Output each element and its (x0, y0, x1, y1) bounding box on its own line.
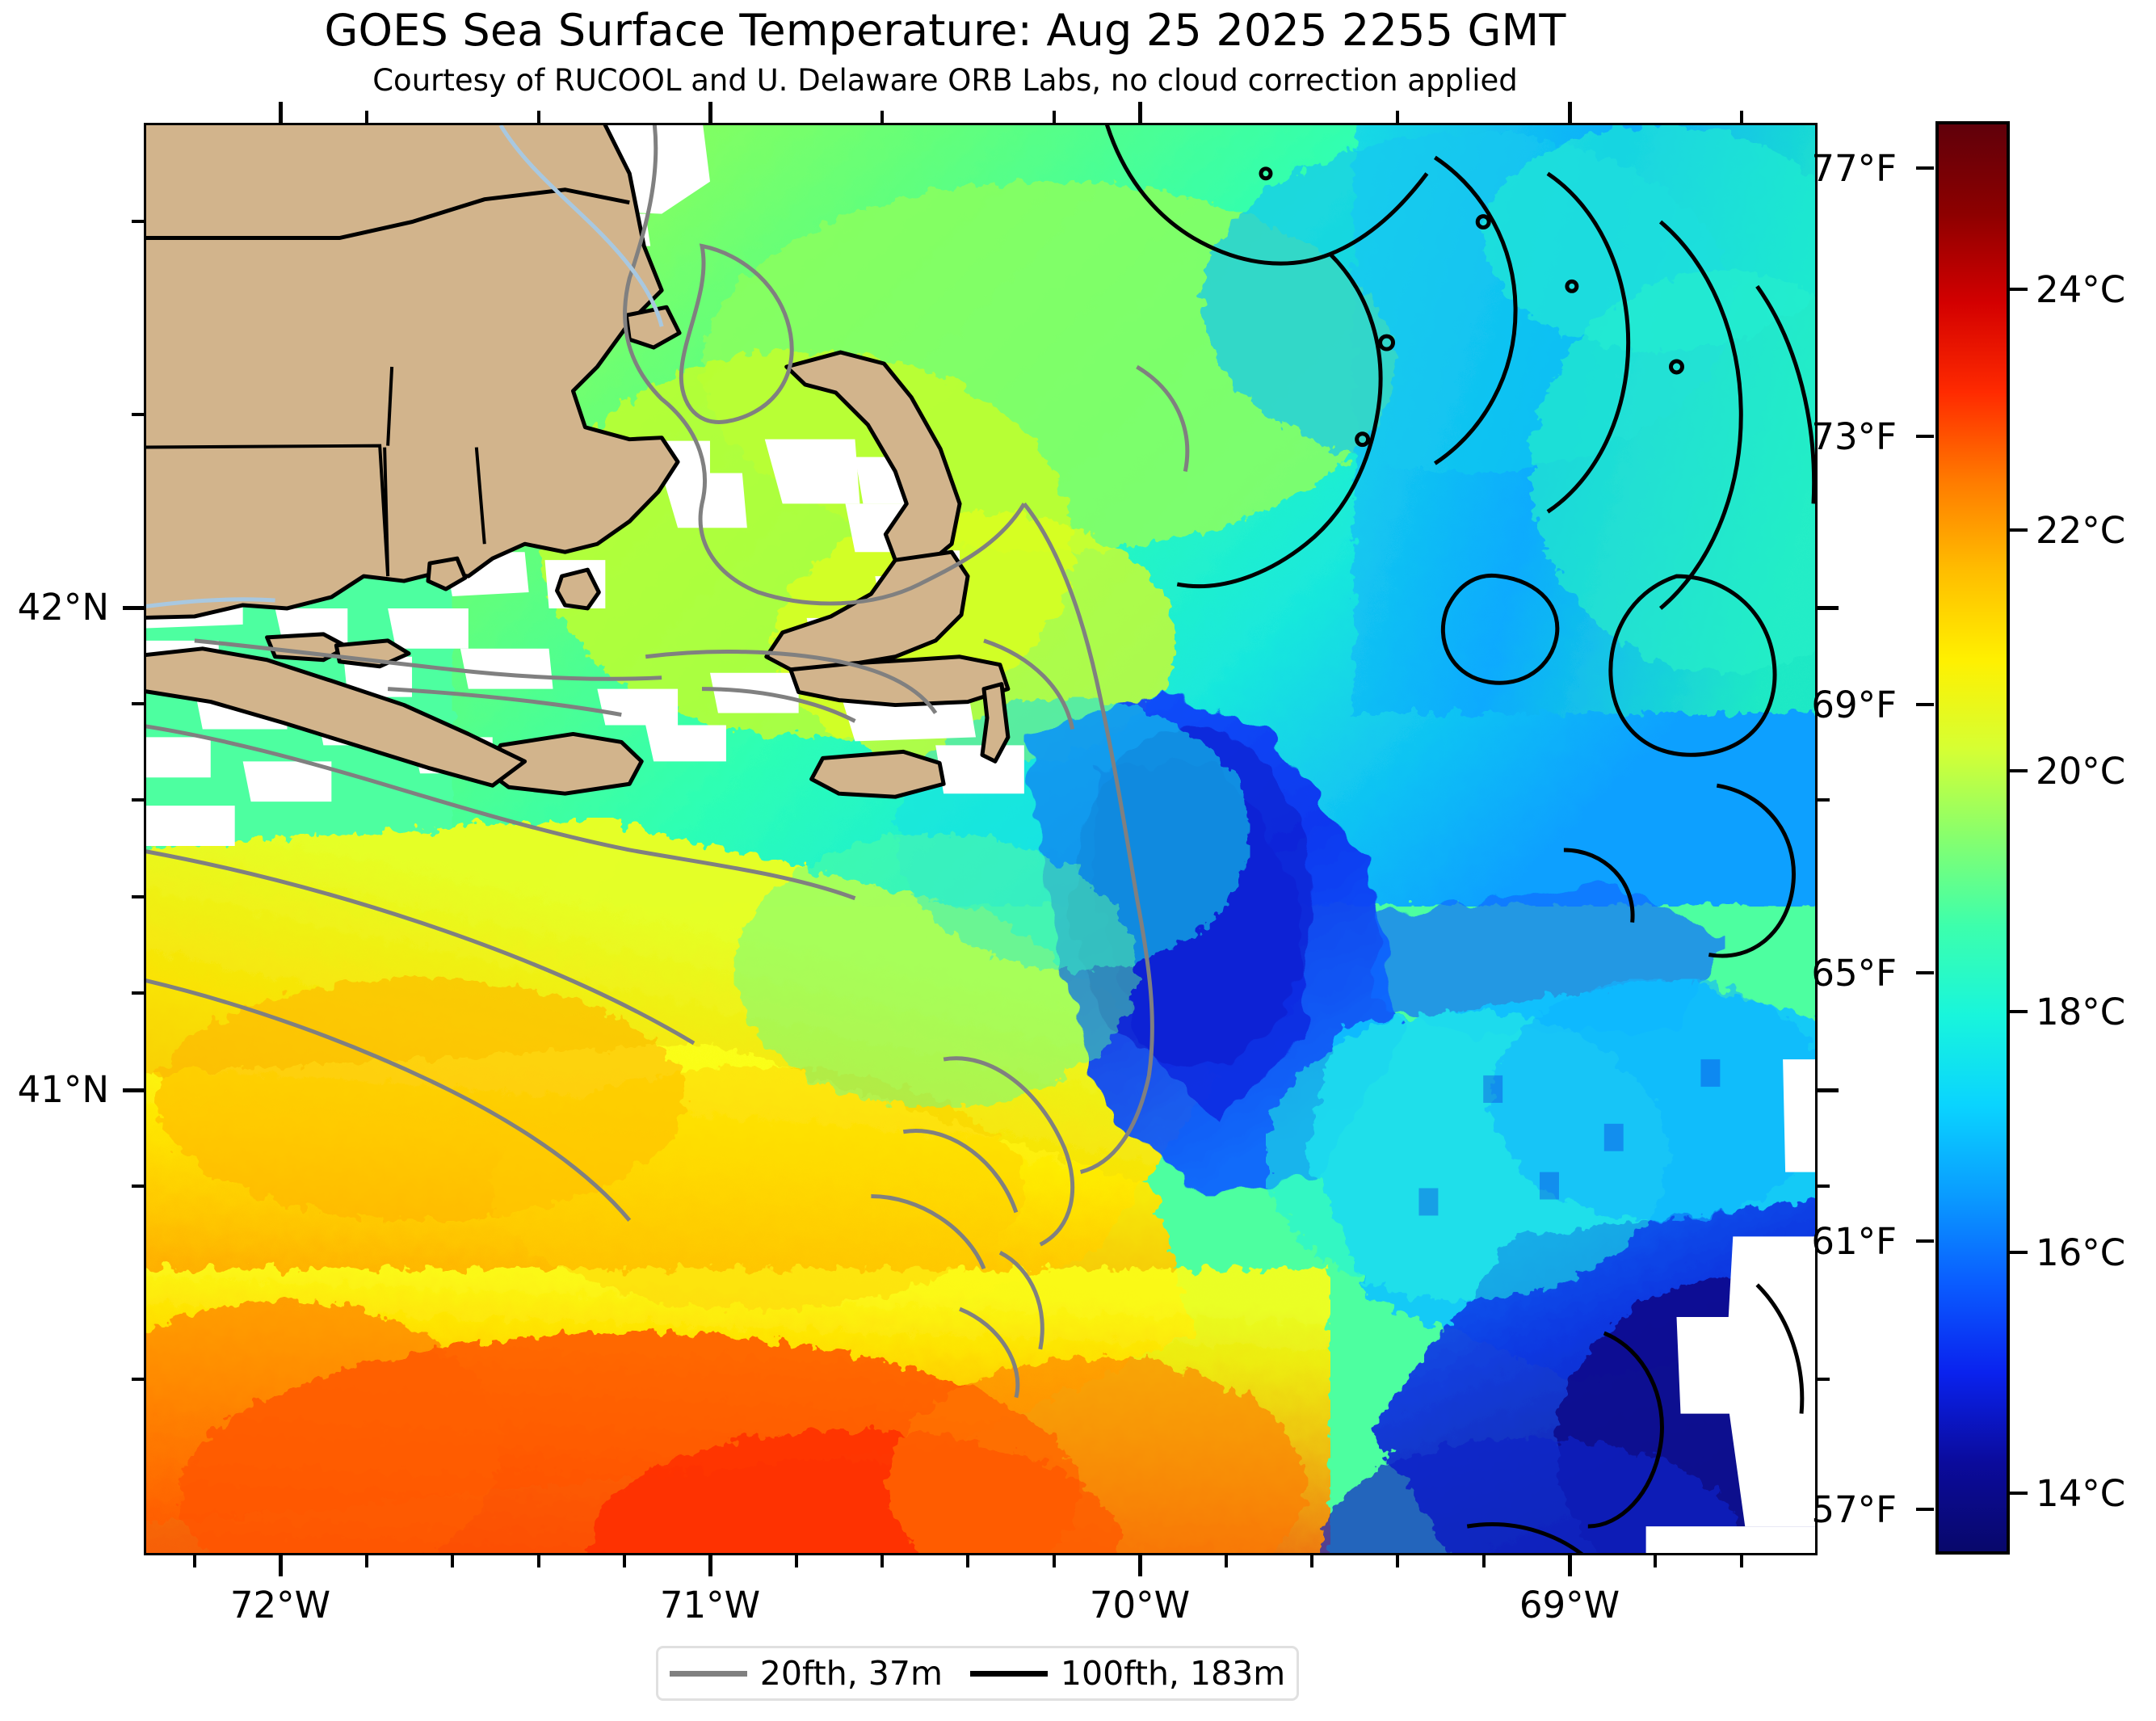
y-major-tick (123, 606, 144, 610)
colorbar-label-14c: 14°C (2036, 1472, 2126, 1515)
x-axis-label-70w: 70°W (1089, 1584, 1191, 1626)
x-minor-tick (451, 1555, 454, 1567)
x-minor-tick (1396, 1555, 1399, 1567)
colorbar-label-22c: 22°C (2036, 509, 2126, 552)
colorbar[interactable] (1935, 121, 2010, 1555)
colorbar-left-tick (1916, 971, 1934, 974)
x-major-tick (1568, 1555, 1572, 1576)
sst-map-svg (146, 125, 1815, 1553)
x-minor-tick (795, 1555, 798, 1567)
legend-label-100fth: 100fth, 183m (1060, 1654, 1286, 1693)
colorbar-label-69f: 69°F (1811, 684, 1897, 726)
x-minor-tick (880, 1555, 884, 1567)
y-minor-tick (132, 1185, 144, 1188)
colorbar-label-16c: 16°C (2036, 1231, 2126, 1274)
y-minor-tick (132, 1378, 144, 1381)
y-minor-tick (132, 220, 144, 223)
x-major-tick (708, 1555, 712, 1576)
legend-line-20fth (669, 1670, 747, 1677)
colorbar-label-57f: 57°F (1811, 1488, 1897, 1531)
colorbar-left-tick (1916, 1239, 1934, 1243)
x-minor-tick (1310, 1555, 1313, 1567)
colorbar-left-tick (1916, 1508, 1934, 1511)
colorbar-right-tick (2010, 1251, 2028, 1254)
y-axis-label-42n: 42°N (17, 586, 109, 629)
colorbar-left-tick (1916, 435, 1934, 438)
colorbar-left-tick (1916, 703, 1934, 706)
legend-label-20fth: 20fth, 37m (759, 1654, 943, 1693)
x-major-tick-top (1138, 102, 1142, 123)
colorbar-right-tick (2010, 288, 2028, 291)
x-minor-tick (623, 1555, 626, 1567)
colorbar-gradient (1939, 124, 2007, 1551)
y-minor-tick (132, 798, 144, 802)
y-minor-tick-right (1818, 1185, 1830, 1188)
x-axis-label-72w: 72°W (229, 1584, 331, 1626)
page-title: GOES Sea Surface Temperature: Aug 25 202… (324, 5, 1566, 56)
y-major-tick-right (1818, 606, 1839, 610)
y-major-tick (123, 1088, 144, 1092)
y-minor-tick-right (1818, 798, 1830, 802)
colorbar-label-65f: 65°F (1811, 952, 1897, 995)
y-minor-tick (132, 895, 144, 898)
x-minor-tick (1053, 1555, 1056, 1567)
x-minor-tick (537, 1555, 540, 1567)
x-minor-tick-top (1053, 111, 1056, 123)
x-minor-tick (193, 1555, 196, 1567)
colorbar-right-tick (2010, 1492, 2028, 1495)
x-minor-tick (1740, 1555, 1743, 1567)
page-subtitle: Courtesy of RUCOOL and U. Delaware ORB L… (372, 63, 1518, 98)
y-minor-tick (132, 991, 144, 995)
x-major-tick (279, 1555, 283, 1576)
x-minor-tick (1482, 1555, 1486, 1567)
x-minor-tick-top (537, 111, 540, 123)
x-major-tick (1138, 1555, 1142, 1576)
y-minor-tick (132, 702, 144, 705)
colorbar-left-tick (1916, 166, 1934, 170)
x-axis-label-71w: 71°W (659, 1584, 761, 1626)
y-axis-label-41n: 41°N (17, 1068, 109, 1111)
x-minor-tick-top (365, 111, 368, 123)
colorbar-label-18c: 18°C (2036, 991, 2126, 1033)
legend-item-100fth[interactable]: 100fth, 183m (969, 1654, 1286, 1693)
colorbar-label-77f: 77°F (1811, 147, 1897, 190)
colorbar-label-73f: 73°F (1811, 415, 1897, 458)
sst-map-plot-area[interactable] (144, 123, 1818, 1555)
colorbar-right-tick (2010, 528, 2028, 532)
y-minor-tick (132, 413, 144, 416)
legend-item-20fth[interactable]: 20fth, 37m (669, 1654, 943, 1693)
colorbar-label-24c: 24°C (2036, 268, 2126, 311)
colorbar-right-tick (2010, 1010, 2028, 1013)
x-major-tick-top (279, 102, 283, 123)
y-major-tick-right (1818, 1088, 1839, 1092)
colorbar-right-tick (2010, 769, 2028, 772)
colorbar-label-20c: 20°C (2036, 750, 2126, 793)
y-minor-tick-right (1818, 1378, 1830, 1381)
x-minor-tick-top (880, 111, 884, 123)
x-minor-tick (1654, 1555, 1657, 1567)
x-minor-tick (365, 1555, 368, 1567)
x-axis-label-69w: 69°W (1519, 1584, 1620, 1626)
x-minor-tick-top (1740, 111, 1743, 123)
legend-line-100fth (969, 1670, 1048, 1677)
x-major-tick-top (1568, 102, 1572, 123)
colorbar-label-61f: 61°F (1811, 1220, 1897, 1263)
x-minor-tick-top (1396, 111, 1399, 123)
x-major-tick-top (708, 102, 712, 123)
x-minor-tick (1225, 1555, 1228, 1567)
bathymetry-legend[interactable]: 20fth, 37m 100fth, 183m (656, 1646, 1299, 1701)
x-minor-tick (966, 1555, 969, 1567)
